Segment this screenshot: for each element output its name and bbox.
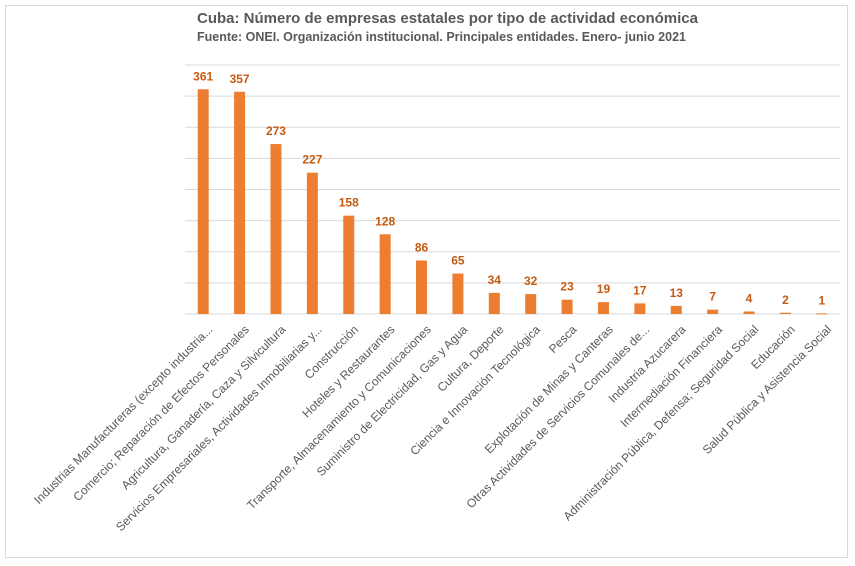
value-label: 32 [524,274,538,288]
value-label: 273 [266,124,286,138]
value-label: 86 [415,240,429,254]
bar [270,144,282,314]
bar [306,172,318,314]
bar [525,294,537,314]
bar [343,215,355,314]
value-label: 23 [560,280,574,294]
bar [707,309,719,314]
category-labels: Industrias Manufactureras (excepto indus… [31,322,834,534]
bar [743,311,755,314]
chart-title: Cuba: Número de empresas estatales por t… [197,10,698,27]
bar [234,91,246,314]
value-label: 19 [597,282,611,296]
chart-subtitle: Fuente: ONEI. Organización institucional… [197,30,686,44]
value-label: 227 [302,153,322,167]
bar [816,313,828,315]
bar [452,273,464,314]
bar [379,234,391,314]
bars [197,89,828,315]
value-label: 158 [339,196,359,210]
category-label: Pesca [546,322,580,356]
value-label: 128 [375,214,395,228]
value-labels: 361 357 273 227 158 128 86 65 34 32 23 19 17 13 7 4 2 1 [193,69,825,307]
value-label: 65 [451,254,465,268]
value-label: 361 [193,69,213,83]
category-label: Agricultura, Ganadería, Caza y Silvicult… [119,322,289,492]
value-label: 17 [633,283,647,297]
bar [416,260,428,314]
value-label: 2 [782,293,789,307]
value-label: 1 [818,293,825,307]
bar [634,303,646,314]
value-label: 34 [488,273,502,287]
bar [561,299,573,314]
bar [597,302,609,314]
bar [197,89,209,314]
value-label: 7 [709,290,716,304]
gridlines [185,64,840,315]
bar [488,292,500,314]
value-label: 357 [230,72,250,86]
bar [779,312,791,314]
bar [670,305,682,314]
value-label: 13 [670,286,684,300]
value-label: 4 [746,292,753,306]
